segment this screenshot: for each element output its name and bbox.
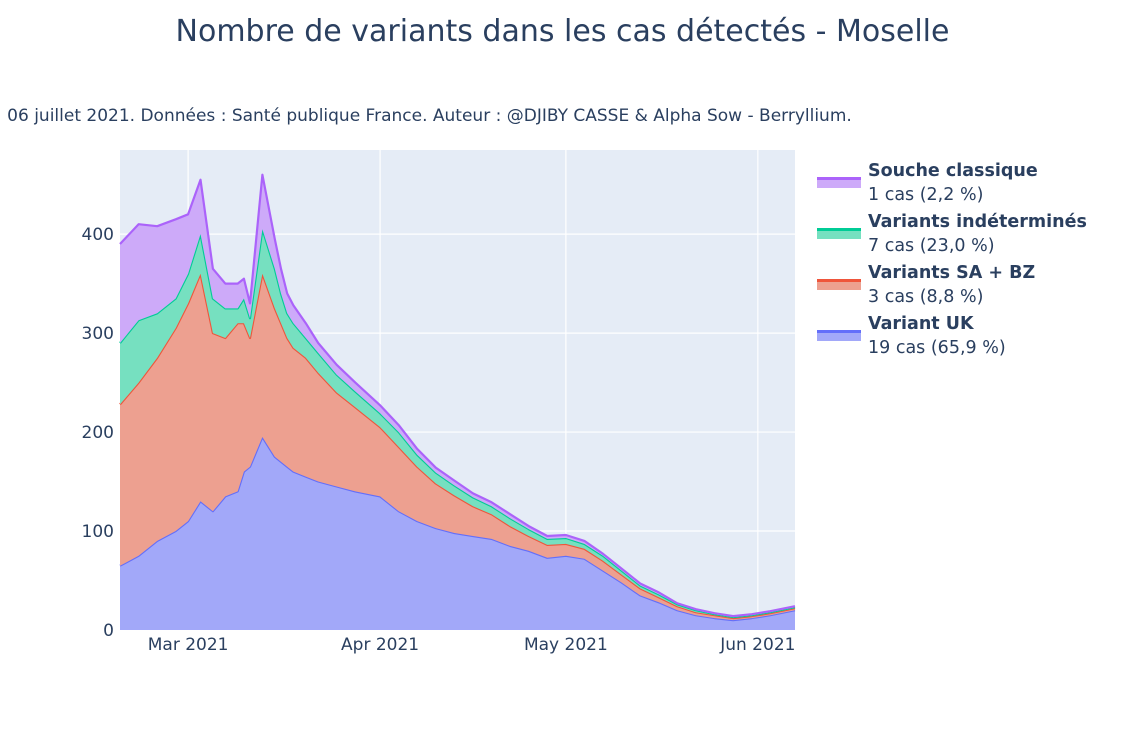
y-tick-label: 100 — [82, 522, 114, 542]
y-tick-label: 0 — [103, 621, 114, 641]
y-tick-label: 300 — [82, 324, 114, 344]
legend-detail: 7 cas (23,0 %) — [868, 236, 995, 256]
legend-detail: 3 cas (8,8 %) — [868, 287, 984, 307]
legend-swatch — [817, 330, 861, 341]
y-tick-label: 200 — [82, 423, 114, 443]
x-tick-label: Apr 2021 — [341, 635, 419, 655]
x-tick-label: Mar 2021 — [148, 635, 229, 655]
legend-detail: 1 cas (2,2 %) — [868, 185, 984, 205]
chart-subtitle: Date : 06 juillet 2021. Données : Santé … — [0, 106, 1125, 126]
chart-title: Nombre de variants dans les cas détectés… — [175, 14, 950, 49]
legend-name: Souche classique — [868, 161, 1038, 181]
area-variants-sa-bz — [120, 273, 795, 621]
legend-name: Variants SA + BZ — [868, 263, 1036, 283]
legend-detail: 19 cas (65,9 %) — [868, 338, 1006, 358]
area-variant-uk — [120, 437, 795, 630]
legend-swatch — [817, 228, 861, 239]
legend-swatch — [817, 177, 861, 188]
legend-name: Variants indéterminés — [868, 212, 1087, 232]
y-tick-label: 400 — [82, 225, 114, 245]
legend-name: Variant UK — [868, 314, 974, 334]
area-variants-ind-termin-s — [120, 229, 795, 619]
x-tick-label: Jun 2021 — [719, 635, 795, 655]
series-line-souche-classique — [119, 173, 796, 618]
x-tick-label: May 2021 — [524, 635, 608, 655]
chart-subtitle-text: Date : 06 juillet 2021. Données : Santé … — [0, 106, 852, 126]
legend-swatch — [817, 279, 861, 290]
area-souche-classique — [120, 174, 795, 618]
